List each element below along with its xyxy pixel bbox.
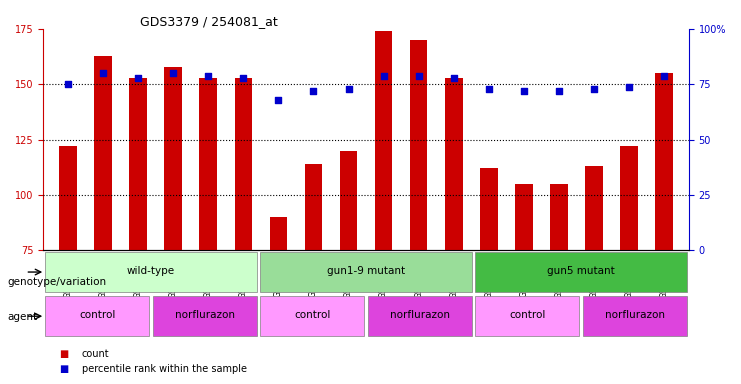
Point — [237, 74, 249, 81]
Bar — [551, 184, 568, 250]
Bar — [129, 78, 147, 250]
Point — [658, 73, 670, 79]
Bar — [305, 164, 322, 250]
Bar — [234, 78, 252, 250]
Bar — [375, 31, 393, 250]
Text: control: control — [294, 310, 330, 320]
Point — [588, 86, 600, 92]
FancyBboxPatch shape — [45, 296, 149, 336]
Point — [167, 70, 179, 76]
Bar — [445, 78, 462, 250]
Text: norflurazon: norflurazon — [390, 310, 450, 320]
Text: agent: agent — [7, 312, 38, 322]
Bar — [585, 166, 603, 250]
Point — [378, 73, 390, 79]
Text: control: control — [509, 310, 545, 320]
FancyBboxPatch shape — [260, 296, 365, 336]
Bar — [340, 151, 357, 250]
Point — [342, 86, 354, 92]
Point — [413, 73, 425, 79]
FancyBboxPatch shape — [476, 296, 579, 336]
FancyBboxPatch shape — [45, 252, 256, 292]
FancyBboxPatch shape — [583, 296, 687, 336]
Bar — [94, 56, 112, 250]
Point — [308, 88, 319, 94]
Text: norflurazon: norflurazon — [605, 310, 665, 320]
Point — [518, 88, 530, 94]
Point — [273, 97, 285, 103]
Bar — [165, 67, 182, 250]
Point — [553, 88, 565, 94]
Point — [448, 74, 459, 81]
Text: gun5 mutant: gun5 mutant — [548, 266, 615, 276]
Bar — [656, 73, 673, 250]
Text: ■: ■ — [59, 349, 68, 359]
Text: count: count — [82, 349, 109, 359]
Text: genotype/variation: genotype/variation — [7, 277, 107, 287]
Text: norflurazon: norflurazon — [175, 310, 235, 320]
Bar — [620, 146, 638, 250]
Bar — [59, 146, 76, 250]
FancyBboxPatch shape — [260, 252, 472, 292]
Point — [132, 74, 144, 81]
FancyBboxPatch shape — [153, 296, 256, 336]
Bar — [199, 78, 217, 250]
Text: gun1-9 mutant: gun1-9 mutant — [327, 266, 405, 276]
Point — [483, 86, 495, 92]
Text: percentile rank within the sample: percentile rank within the sample — [82, 364, 247, 374]
Text: control: control — [79, 310, 116, 320]
Text: GDS3379 / 254081_at: GDS3379 / 254081_at — [140, 15, 278, 28]
Bar — [270, 217, 288, 250]
Bar — [410, 40, 428, 250]
Text: wild-type: wild-type — [127, 266, 175, 276]
Point — [202, 73, 214, 79]
Text: ■: ■ — [59, 364, 68, 374]
Point — [623, 83, 635, 89]
FancyBboxPatch shape — [476, 252, 687, 292]
Bar — [515, 184, 533, 250]
FancyBboxPatch shape — [368, 296, 472, 336]
Bar — [480, 168, 498, 250]
Point — [97, 70, 109, 76]
Point — [62, 81, 74, 88]
